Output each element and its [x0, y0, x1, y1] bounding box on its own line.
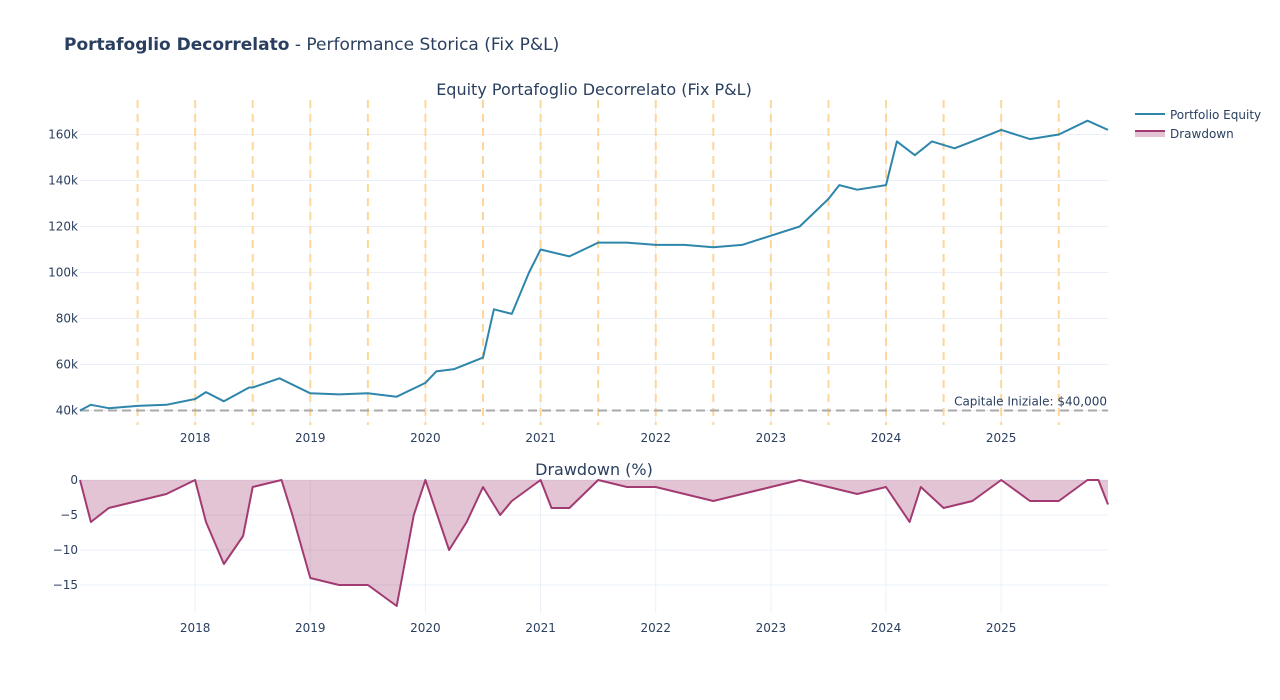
y-tick-label: 40k	[56, 404, 78, 418]
x-tick-label: 2019	[295, 431, 326, 445]
x-tick-label: 2025	[986, 621, 1017, 635]
x-tick-label: 2023	[756, 431, 787, 445]
equity-subplot-title: Equity Portafoglio Decorrelato (Fix P&L)	[436, 80, 752, 99]
drawdown-plot: 0 −5 −10 −15 2018 2019 2020 2021 2022 2023 2024 202…	[53, 473, 1109, 635]
y-tick-label: −5	[60, 508, 78, 522]
x-tick-label: 2022	[640, 621, 671, 635]
figure-title: Portafoglio Decorrelato - Performance St…	[64, 35, 559, 55]
x-tick-label: 2023	[756, 621, 787, 635]
y-tick-label: 60k	[56, 358, 78, 372]
legend-equity-label[interactable]: Portfolio Equity	[1170, 108, 1261, 122]
legend-drawdown-swatch	[1135, 130, 1165, 137]
y-tick-label: 140k	[48, 174, 78, 188]
y-tick-label: 80k	[56, 312, 78, 326]
y-tick-label: −15	[53, 578, 78, 592]
x-tick-label: 2018	[180, 431, 211, 445]
y-tick-label: 0	[70, 473, 78, 487]
y-tick-label: −10	[53, 543, 78, 557]
legend[interactable]: Portfolio Equity Drawdown	[1135, 108, 1261, 141]
x-tick-label: 2024	[871, 621, 902, 635]
x-tick-label: 2020	[410, 431, 441, 445]
initial-capital-annotation: Capitale Iniziale: $40,000	[954, 395, 1107, 409]
drawdown-area	[80, 480, 1108, 606]
x-tick-label: 2024	[871, 431, 902, 445]
x-tick-label: 2022	[640, 431, 671, 445]
figure-title-bold: Portafoglio Decorrelato	[64, 35, 289, 55]
x-tick-label: 2021	[525, 621, 556, 635]
x-tick-label: 2018	[180, 621, 211, 635]
y-tick-label: 120k	[48, 220, 78, 234]
x-tick-label: 2019	[295, 621, 326, 635]
figure-title-rest: - Performance Storica (Fix P&L)	[289, 35, 559, 55]
x-tick-label: 2025	[986, 431, 1017, 445]
drawdown-subplot-title: Drawdown (%)	[535, 460, 653, 479]
y-tick-label: 160k	[48, 128, 78, 142]
equity-plot: 40k 60k 80k 100k 120k 140k 160k 2018 2019 2020 202…	[48, 100, 1109, 445]
x-tick-label: 2021	[525, 431, 556, 445]
x-tick-label: 2020	[410, 621, 441, 635]
legend-drawdown-label[interactable]: Drawdown	[1170, 127, 1234, 141]
equity-line	[79, 119, 1109, 412]
y-tick-label: 100k	[48, 266, 78, 280]
